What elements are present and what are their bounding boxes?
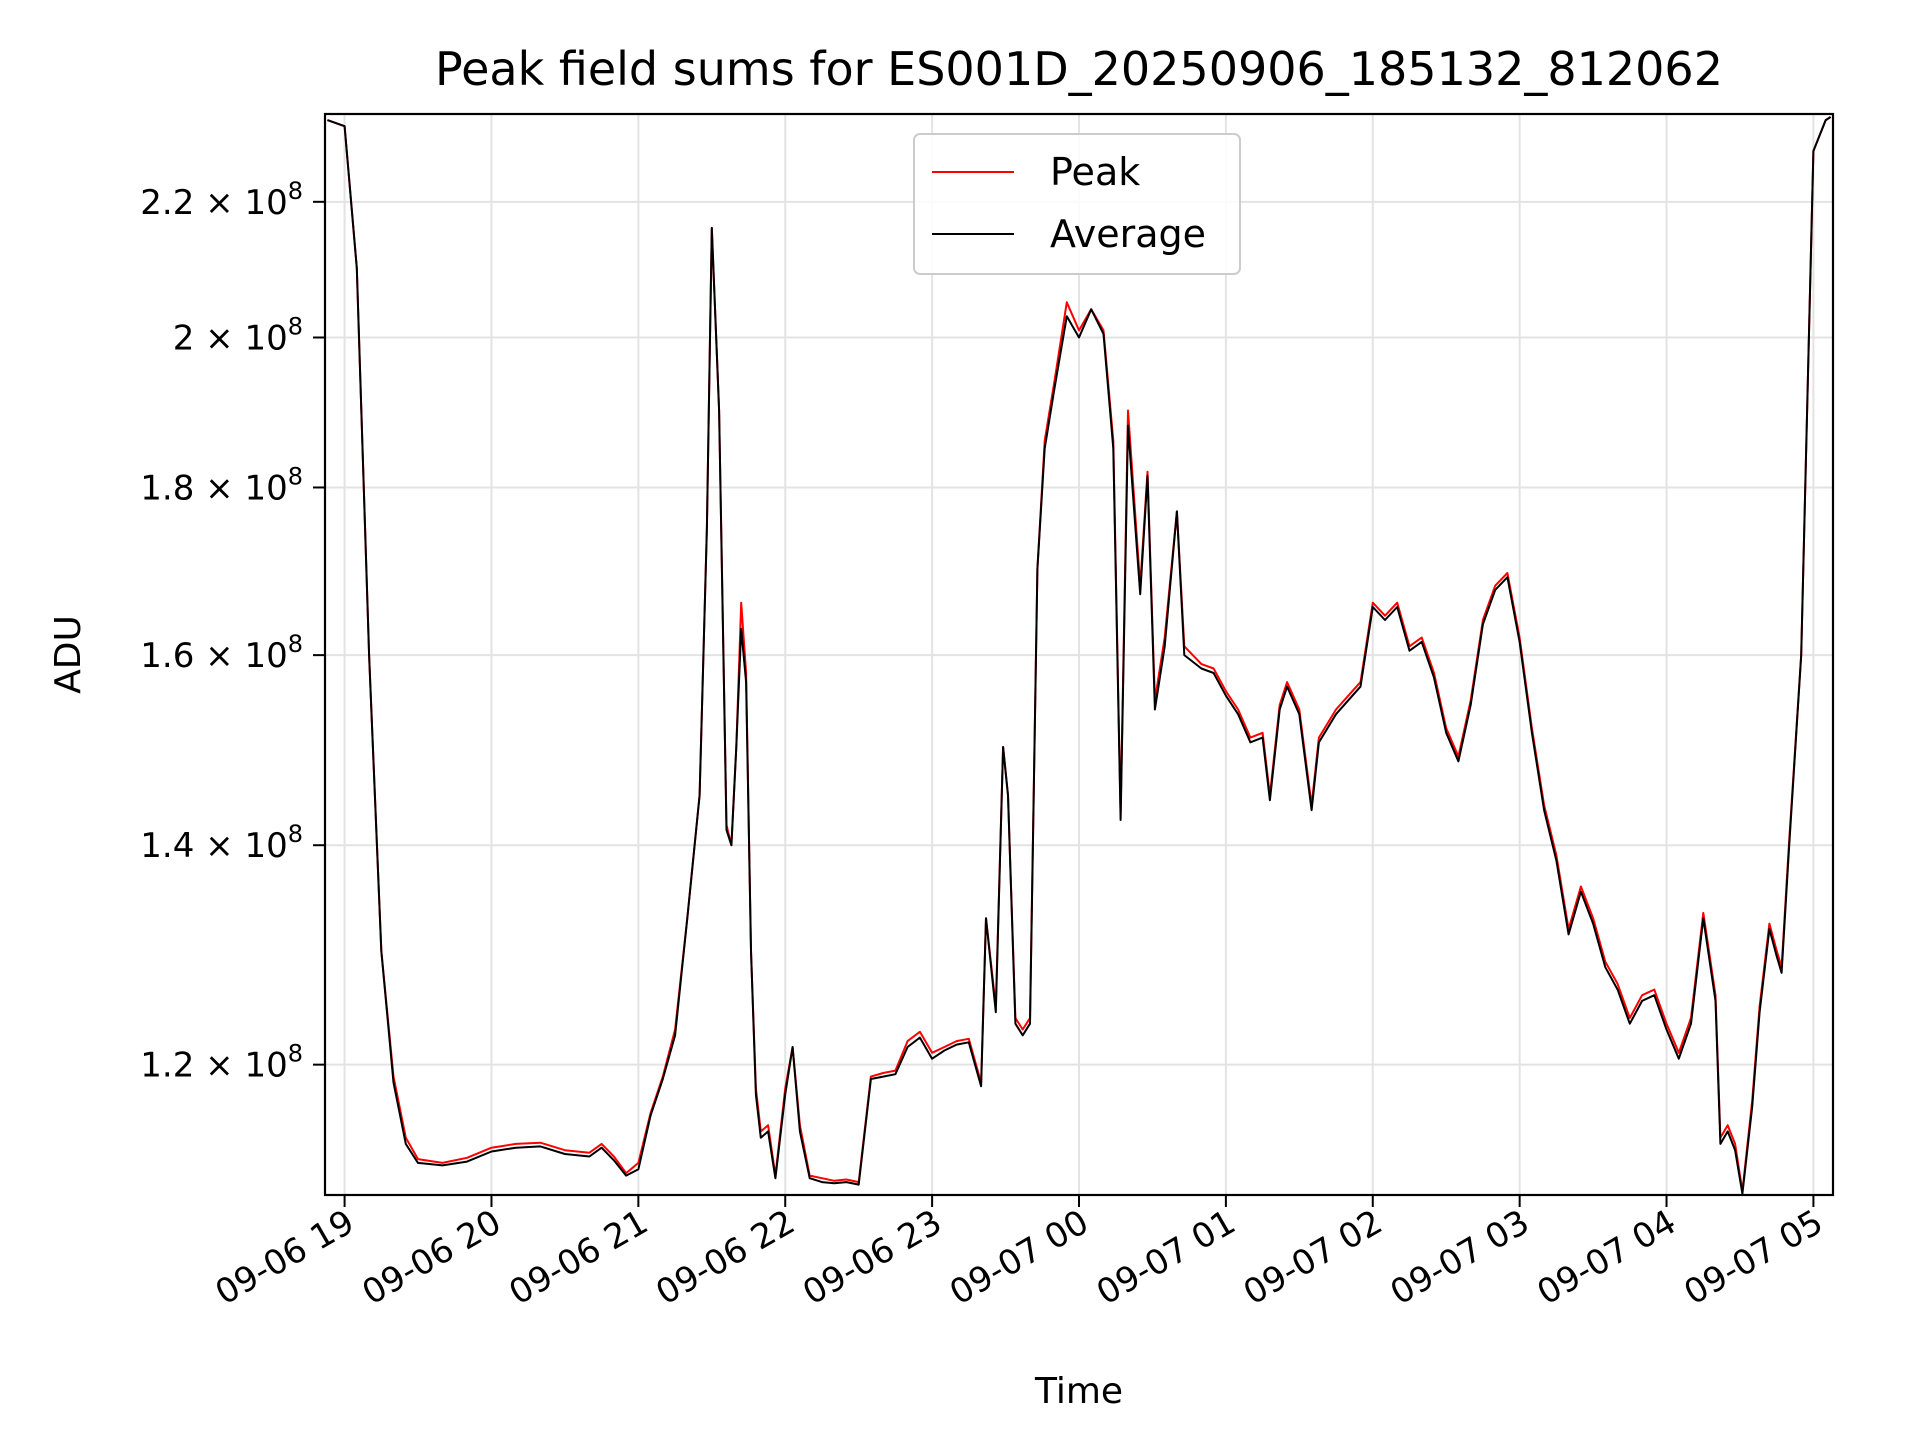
y-axis: 1.2 × 108 1.4 × 108 1.6 × 108 1.8 × 108 2 × … <box>140 177 325 1086</box>
y-tick-label: 2.2 × 108 <box>140 177 303 223</box>
legend-label: Peak <box>1050 150 1140 194</box>
legend-label: Average <box>1050 212 1206 256</box>
y-tick-label: 1.4 × 108 <box>140 820 303 866</box>
y-tick-label: 1.2 × 108 <box>140 1040 303 1086</box>
legend: Peak Average <box>913 133 1241 275</box>
y-tick-label: 2 × 108 <box>173 312 303 358</box>
chart-title: Peak field sums for ES001D_20250906_1851… <box>435 42 1723 96</box>
y-axis-title: ADU <box>48 615 89 694</box>
series-layer <box>327 116 1832 1195</box>
series-line-average <box>327 116 1832 1195</box>
y-tick-label: 1.6 × 108 <box>140 630 303 676</box>
legend-box <box>913 133 1241 275</box>
grid-lines <box>325 114 1833 1195</box>
y-tick-label: 1.8 × 108 <box>140 462 303 508</box>
x-axis-title: Time <box>1034 1371 1123 1412</box>
